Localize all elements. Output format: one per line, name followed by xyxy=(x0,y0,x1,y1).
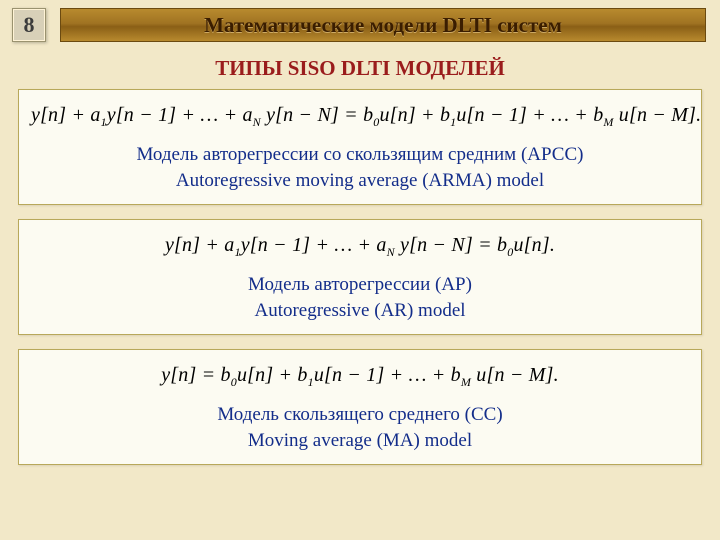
slide-subtitle: ТИПЫ SISO DLTI МОДЕЛЕЙ xyxy=(0,56,720,81)
model-panel-arma: y[n] + a1y[n − 1] + … + aN y[n − N] = b0… xyxy=(18,89,702,205)
equation-arma: y[n] + a1y[n − 1] + … + aN y[n − N] = b0… xyxy=(31,104,689,130)
title-bar: Математические модели DLTI систем xyxy=(60,8,706,42)
equation-ma: y[n] = b0u[n] + b1u[n − 1] + … + bM u[n … xyxy=(31,364,689,390)
model-panel-ma: y[n] = b0u[n] + b1u[n − 1] + … + bM u[n … xyxy=(18,349,702,465)
caption-en-ma: Moving average (MA) model xyxy=(31,430,689,452)
caption-ru-ar: Модель авторегрессии (АР) xyxy=(31,274,689,296)
slide-title: Математические модели DLTI систем xyxy=(204,13,562,38)
caption-ru-ma: Модель скользящего среднего (СС) xyxy=(31,404,689,426)
caption-ru-arma: Модель авторегрессии со скользящим средн… xyxy=(31,144,689,166)
model-panel-ar: y[n] + a1y[n − 1] + … + aN y[n − N] = b0… xyxy=(18,219,702,335)
caption-en-arma: Autoregressive moving average (ARMA) mod… xyxy=(31,170,689,192)
page-number-box: 8 xyxy=(12,8,46,42)
header-row: 8 Математические модели DLTI систем xyxy=(0,0,720,42)
page-number: 8 xyxy=(24,12,35,38)
caption-en-ar: Autoregressive (AR) model xyxy=(31,300,689,322)
equation-ar: y[n] + a1y[n − 1] + … + aN y[n − N] = b0… xyxy=(31,234,689,260)
